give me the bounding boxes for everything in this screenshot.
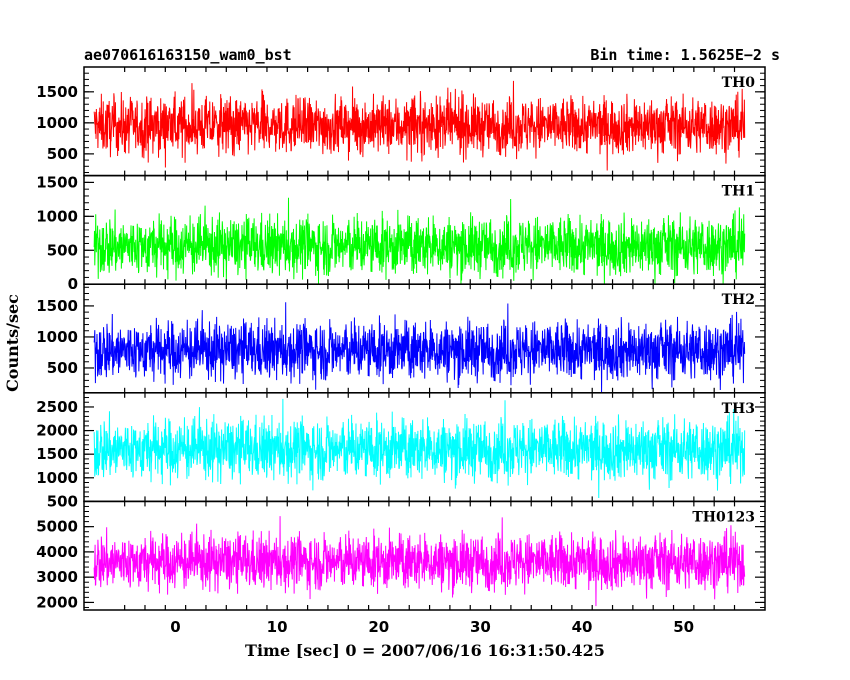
panel-th2: 500 1000 1500 TH2 (36, 283, 766, 394)
y-tick-label: 1000 (36, 207, 78, 225)
y-tick-label: 0 (68, 275, 78, 293)
y-axis-title: Counts/sec (3, 294, 22, 392)
x-tick-label: 40 (572, 618, 593, 636)
x-tick-label: 20 (368, 618, 389, 636)
y-tick-label: 500 (47, 359, 78, 377)
chart-title-left: ae070616163150_wam0_bst (84, 46, 292, 64)
y-tick-label: 5000 (36, 518, 78, 536)
x-axis-title: Time [sec] 0 = 2007/06/16 16:31:50.425 (245, 641, 605, 660)
x-tick-label: 0 (170, 618, 180, 636)
y-tick-label: 1500 (36, 173, 78, 191)
panel-label: TH0123 (692, 509, 755, 525)
series-th3 (93, 398, 746, 499)
x-axis: 0 10 20 30 40 50 (170, 618, 694, 636)
y-tick-label: 3000 (36, 568, 78, 586)
x-tick-label: 10 (267, 618, 288, 636)
panel-label: TH1 (722, 184, 755, 200)
panels-group: 500 1000 1500 TH0 0 500 1000 1500 TH1 500 1000 1500… (36, 66, 766, 611)
series-th0123 (93, 516, 746, 607)
y-tick-label: 2000 (36, 422, 78, 440)
y-tick-label: 500 (47, 241, 78, 259)
series-th2 (93, 302, 746, 393)
y-tick-label: 2500 (36, 398, 78, 416)
panel-frame (83, 500, 766, 611)
x-tick-label: 50 (673, 618, 694, 636)
y-tick-label: 1500 (36, 83, 78, 101)
y-tick-label: 1000 (36, 114, 78, 132)
panel-th0123: 2000 3000 4000 5000 TH0123 (36, 500, 766, 611)
y-tick-label: 1500 (36, 297, 78, 315)
y-tick-label: 4000 (36, 543, 78, 561)
y-tick-label: 500 (47, 492, 78, 510)
series-th0 (93, 80, 746, 171)
y-tick-label: 1000 (36, 469, 78, 487)
x-tick-label: 30 (470, 618, 491, 636)
series-th1 (93, 197, 746, 284)
y-tick-label: 2000 (36, 593, 78, 611)
panel-label: TH3 (722, 401, 755, 417)
y-tick-label: 1000 (36, 328, 78, 346)
y-tick-label: 500 (47, 145, 78, 163)
y-tick-label: 1500 (36, 445, 78, 463)
panel-th3: 500 1000 1500 2000 2500 TH3 (36, 392, 766, 510)
chart-title-right: Bin time: 1.5625E−2 s (590, 46, 780, 64)
panel-label: TH0 (722, 75, 756, 91)
panel-label: TH2 (722, 292, 755, 308)
panel-th0: 500 1000 1500 TH0 (36, 66, 766, 177)
panel-th1: 0 500 1000 1500 TH1 (36, 173, 766, 293)
